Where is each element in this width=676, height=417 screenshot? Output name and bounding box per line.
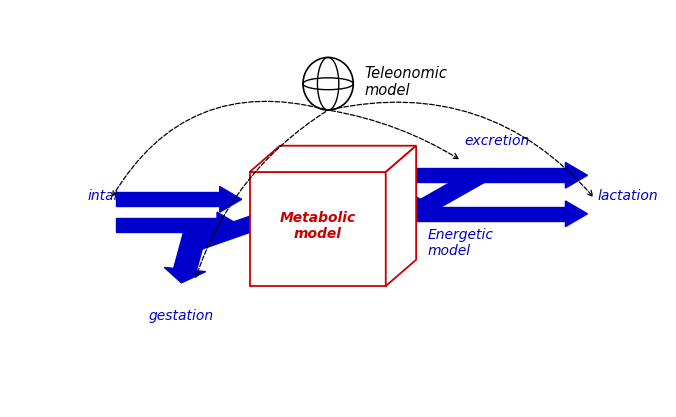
Text: Teleonomic
model: Teleonomic model (365, 66, 448, 98)
Polygon shape (249, 172, 386, 286)
Text: gestation: gestation (149, 309, 214, 322)
Polygon shape (565, 163, 587, 188)
Polygon shape (249, 146, 416, 172)
Polygon shape (220, 186, 242, 212)
Text: excretion: excretion (464, 134, 529, 148)
Polygon shape (164, 267, 206, 283)
Polygon shape (116, 218, 217, 232)
Polygon shape (386, 207, 565, 221)
Polygon shape (412, 195, 442, 214)
Polygon shape (116, 192, 220, 206)
Polygon shape (356, 172, 386, 195)
Polygon shape (386, 146, 416, 286)
Text: lactation: lactation (598, 189, 658, 203)
Polygon shape (420, 170, 488, 210)
Text: intake: intake (87, 189, 130, 203)
Text: Metabolic
model: Metabolic model (279, 211, 356, 241)
Polygon shape (191, 177, 372, 249)
Polygon shape (174, 224, 208, 271)
Polygon shape (565, 201, 587, 227)
Polygon shape (386, 168, 565, 182)
Polygon shape (217, 212, 239, 238)
Text: Energetic
model: Energetic model (428, 228, 493, 258)
